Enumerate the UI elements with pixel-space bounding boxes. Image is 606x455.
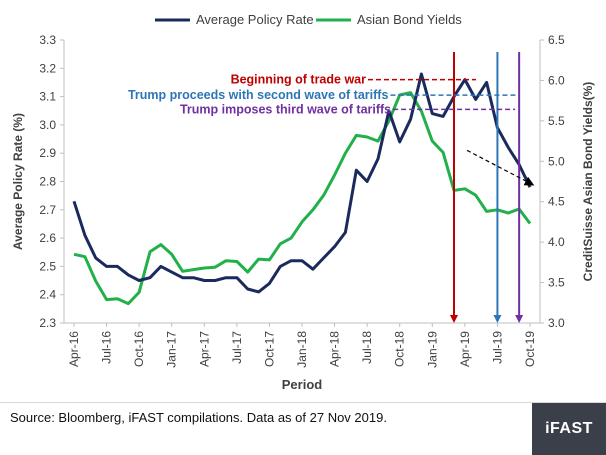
footer: Source: Bloomberg, iFAST compilations. D…: [0, 402, 606, 455]
x-tick-label: Apr-17: [197, 331, 211, 367]
x-tick-label: Jul-18: [360, 331, 374, 364]
left-tick-label: 2.6: [39, 231, 56, 245]
right-tick-label: 5.5: [548, 114, 565, 128]
source-note: Source: Bloomberg, iFAST compilations. D…: [10, 410, 387, 425]
annotation-label-0: Beginning of trade war: [231, 73, 367, 87]
left-tick-label: 3.0: [39, 118, 56, 132]
x-tick-label: Jan-17: [165, 331, 179, 368]
left-tick-label: 2.7: [39, 203, 56, 217]
trend-arrow: [466, 149, 535, 186]
right-tick-label: 3.0: [548, 316, 565, 330]
x-tick-label: Apr-18: [328, 331, 342, 367]
right-tick-label: 6.0: [548, 73, 565, 87]
right-tick-label: 6.5: [548, 33, 565, 47]
x-tick-label: Apr-19: [458, 331, 472, 367]
series-line-asian-bond-yields: [73, 91, 532, 306]
left-tick-label: 2.4: [39, 288, 56, 302]
right-tick-label: 4.0: [548, 235, 565, 249]
x-axis-title: Period: [282, 377, 323, 392]
annotation-label-2: Trump imposes third wave of tariffs: [180, 102, 391, 116]
left-axis-title: Average Policy Rate (%): [11, 113, 25, 250]
annotation-arrowhead-1: [493, 315, 502, 323]
right-axis-title: CreditSuisse Asian Bond Yields(%): [581, 82, 595, 282]
line-chart: 2.3 2.4 2.5 2.6 2.7 2.8 2.9 3.0 3.1 3.2 3.3 3.0 3.5 4…: [11, 12, 595, 392]
x-tick-label: Oct-19: [523, 331, 537, 367]
left-tick-label: 3.1: [39, 90, 56, 104]
x-tick-label: Oct-18: [393, 331, 407, 367]
right-tick-label: 5.0: [548, 154, 565, 168]
annotation-arrowhead-0: [450, 315, 458, 323]
x-tick-label: Jul-17: [230, 331, 244, 364]
x-tick-label: Apr-16: [67, 331, 81, 367]
x-tick-label: Jan-19: [425, 331, 439, 368]
right-tick-label: 3.5: [548, 276, 565, 290]
left-tick-label: 3.2: [39, 61, 56, 75]
left-tick-label: 2.9: [39, 146, 56, 160]
x-tick-label: Jul-19: [490, 331, 504, 364]
annotation-label-1: Trump proceeds with second wave of tarif…: [128, 88, 389, 102]
left-tick-label: 2.5: [39, 259, 56, 273]
annotation-arrowhead-2: [515, 315, 524, 323]
left-tick-label: 2.8: [39, 175, 56, 189]
left-tick-label: 2.3: [39, 316, 56, 330]
x-tick-label: Jul-16: [100, 331, 114, 364]
right-tick-label: 4.5: [548, 195, 565, 209]
brand-logo: iFAST: [532, 403, 606, 455]
legend-label-policy-rate: Average Policy Rate: [196, 12, 314, 27]
x-tick-label: Jan-18: [295, 331, 309, 368]
x-tick-label: Oct-16: [132, 331, 146, 367]
x-tick-label: Oct-17: [262, 331, 276, 367]
left-tick-label: 3.3: [39, 33, 56, 47]
chart-area: 2.3 2.4 2.5 2.6 2.7 2.8 2.9 3.0 3.1 3.2 3.3 3.0 3.5 4…: [11, 12, 595, 392]
legend-label-bond-yields: Asian Bond Yields: [357, 12, 462, 27]
